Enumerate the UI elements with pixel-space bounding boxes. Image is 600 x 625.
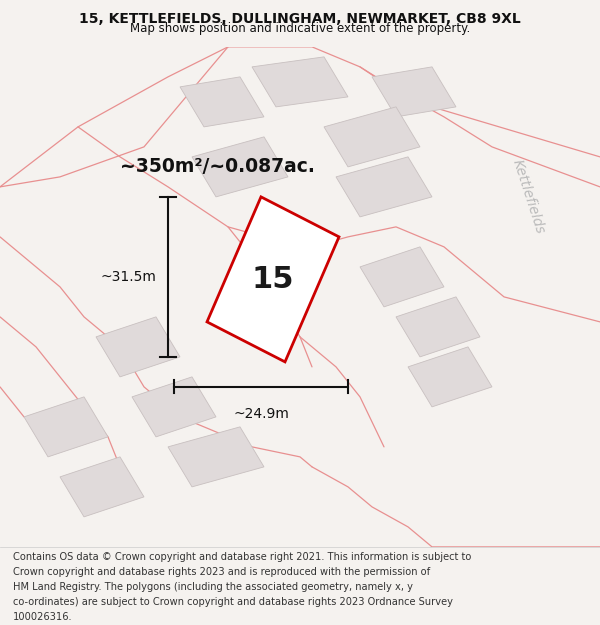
Polygon shape xyxy=(192,137,288,197)
Polygon shape xyxy=(408,347,492,407)
Polygon shape xyxy=(252,57,348,107)
Text: Crown copyright and database rights 2023 and is reproduced with the permission o: Crown copyright and database rights 2023… xyxy=(13,568,430,578)
Polygon shape xyxy=(96,317,180,377)
Text: Contains OS data © Crown copyright and database right 2021. This information is : Contains OS data © Crown copyright and d… xyxy=(13,552,472,562)
Polygon shape xyxy=(24,397,108,457)
Text: ~31.5m: ~31.5m xyxy=(100,270,156,284)
Polygon shape xyxy=(324,107,420,167)
Text: 100026316.: 100026316. xyxy=(13,612,73,622)
Polygon shape xyxy=(396,297,480,357)
Polygon shape xyxy=(207,197,339,362)
Text: Kettlefields: Kettlefields xyxy=(509,158,547,236)
Polygon shape xyxy=(180,77,264,127)
Polygon shape xyxy=(168,427,264,487)
Text: 15: 15 xyxy=(252,265,294,294)
Polygon shape xyxy=(336,157,432,217)
Polygon shape xyxy=(132,377,216,437)
Polygon shape xyxy=(60,457,144,517)
Text: HM Land Registry. The polygons (including the associated geometry, namely x, y: HM Land Registry. The polygons (includin… xyxy=(13,582,413,592)
Text: co-ordinates) are subject to Crown copyright and database rights 2023 Ordnance S: co-ordinates) are subject to Crown copyr… xyxy=(13,597,453,607)
Text: 15, KETTLEFIELDS, DULLINGHAM, NEWMARKET, CB8 9XL: 15, KETTLEFIELDS, DULLINGHAM, NEWMARKET,… xyxy=(79,12,521,26)
Text: ~350m²/~0.087ac.: ~350m²/~0.087ac. xyxy=(120,158,315,176)
Text: Map shows position and indicative extent of the property.: Map shows position and indicative extent… xyxy=(130,22,470,35)
Text: ~24.9m: ~24.9m xyxy=(233,407,289,421)
Polygon shape xyxy=(372,67,456,117)
Polygon shape xyxy=(360,247,444,307)
